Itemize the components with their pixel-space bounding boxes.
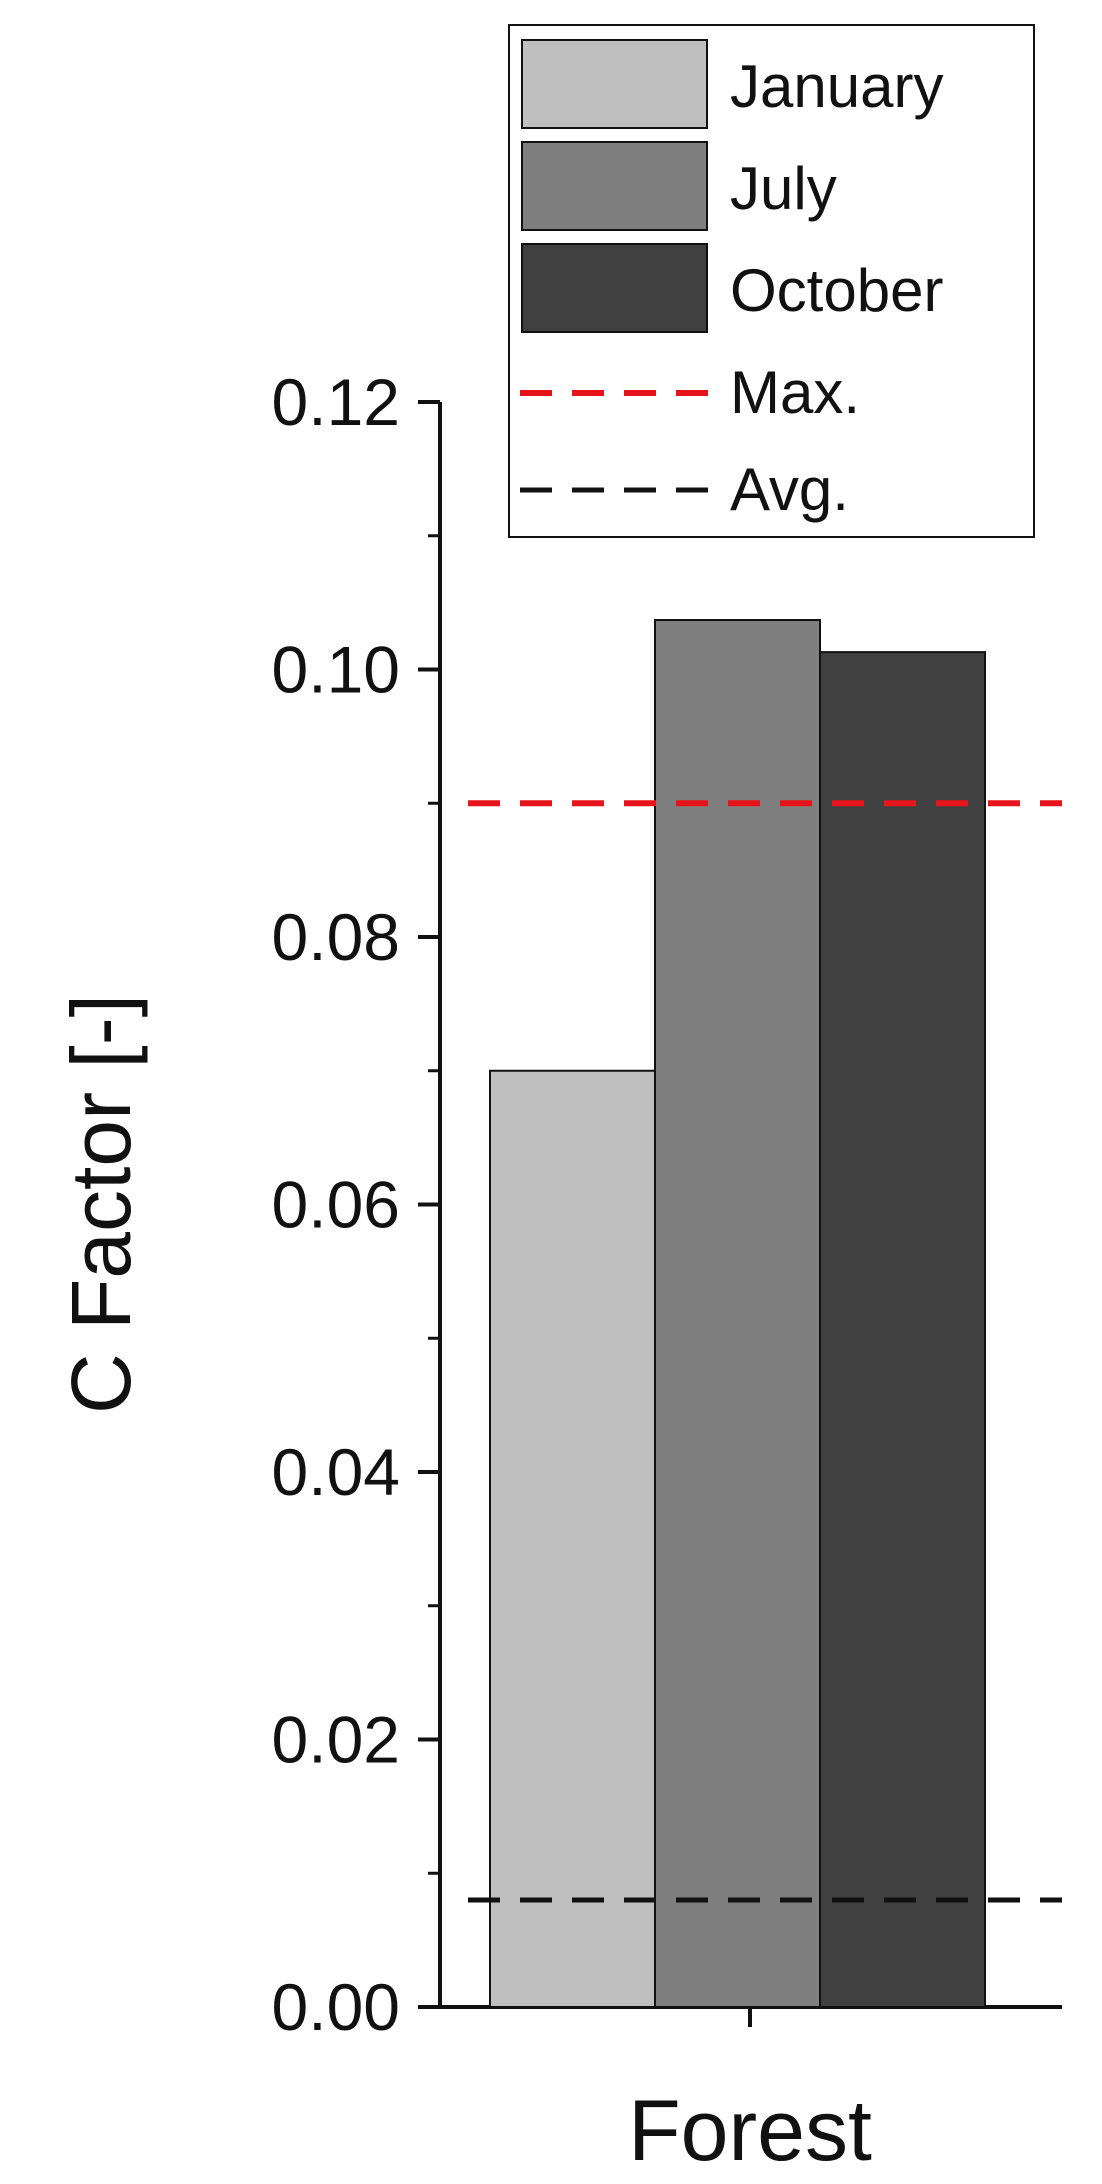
y-axis-ticks: 0.00 0.02 0.04 0.06 0.08 0.10 0.12 <box>272 365 440 2044</box>
y-axis-title: C Factor [-] <box>54 994 148 1414</box>
legend-label-max: Max. <box>730 359 860 426</box>
legend-label-january: January <box>730 53 943 120</box>
legend-swatch-january <box>521 39 708 129</box>
y-tick-label: 0.04 <box>272 1435 400 1509</box>
y-tick-label: 0.06 <box>272 1168 400 1242</box>
legend-swatch-july <box>521 141 708 231</box>
y-tick-label: 0.08 <box>272 900 400 974</box>
y-tick-label: 0.10 <box>272 633 400 707</box>
legend-label-october: October <box>730 257 943 324</box>
bar-october <box>819 651 986 2008</box>
legend-label-july: July <box>730 155 837 222</box>
y-tick-label: 0.00 <box>272 1970 400 2044</box>
legend-label-avg: Avg. <box>730 456 849 523</box>
legend: January July October Max. Avg. <box>508 24 1035 538</box>
x-category-label: Forest <box>628 2083 872 2179</box>
legend-swatch-october <box>521 243 708 333</box>
reference-lines <box>468 800 1062 1903</box>
y-tick-label: 0.02 <box>272 1703 400 1777</box>
bar-january <box>489 1069 656 2008</box>
bar-july <box>654 619 821 2009</box>
y-tick-label: 0.12 <box>272 365 400 439</box>
bars-group <box>489 619 986 2009</box>
